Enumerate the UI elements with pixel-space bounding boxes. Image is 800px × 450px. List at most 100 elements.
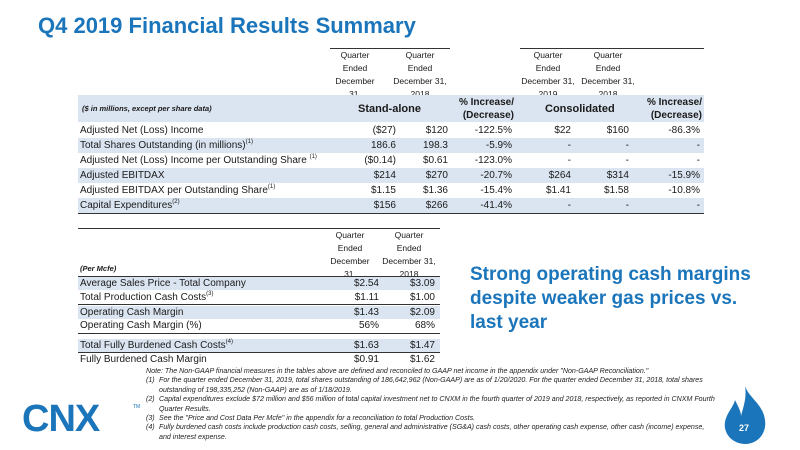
cell: $1.58 [603, 185, 629, 196]
cell: $0.91 [353, 354, 379, 365]
row-label: Average Sales Price - Total Company [80, 278, 246, 289]
cell: -86.3% [668, 125, 700, 136]
table-top-rule [78, 228, 440, 229]
cell: - [625, 200, 629, 211]
cell: $0.61 [422, 155, 448, 166]
col-header-consolidated-2019: Quarter Ended December 31, 2019 [521, 50, 575, 99]
cell: $314 [606, 170, 629, 181]
cell: $1.43 [353, 307, 379, 318]
cell: $1.15 [370, 185, 396, 196]
table-row: Fully Burdened Cash Margin $0.91 $1.62 [78, 353, 440, 366]
cell: $214 [373, 170, 396, 181]
cell: -10.8% [668, 185, 700, 196]
trademark-mark: TM [133, 404, 141, 410]
flame-icon [724, 386, 766, 444]
cell: 68% [414, 320, 435, 331]
cell: $1.47 [409, 340, 435, 351]
row-label: Adjusted Net (Loss) Income per Outstandi… [80, 154, 317, 166]
cell: $120 [425, 125, 448, 136]
row-label: Total Shares Outstanding (in millions)(1… [80, 139, 253, 151]
table-header-band [78, 95, 704, 122]
row-label: Total Production Cash Costs(3) [80, 291, 214, 303]
pct-change-header-2: % Increase/(Decrease) [646, 97, 702, 121]
header-rule [78, 276, 440, 277]
cell: -41.4% [480, 200, 512, 211]
cell: -15.9% [668, 170, 700, 181]
pct-change-header-1: % Increase/(Decrease) [458, 97, 514, 121]
cell: ($0.14) [364, 155, 396, 166]
header-divider [520, 48, 704, 49]
cell: $2.09 [409, 307, 435, 318]
footnote: (3) See the "Price and Cost Data Per Mcfe… [146, 414, 476, 423]
cell: - [696, 155, 700, 166]
cell: $1.11 [354, 292, 379, 303]
cell: - [567, 155, 571, 166]
cell: $156 [373, 200, 396, 211]
row-rule [78, 333, 440, 334]
cell: $1.00 [409, 292, 435, 303]
table-row: Adjusted EBITDAX per Outstanding Share(1… [78, 183, 704, 198]
cell: $2.54 [353, 278, 379, 289]
cell: - [625, 140, 629, 151]
footnote: Note: The Non-GAAP financial measures in… [146, 367, 649, 375]
row-label: Adjusted Net (Loss) Income [80, 125, 204, 136]
col-header-standalone-2018: Quarter Ended December 31, 2018 [393, 50, 447, 99]
cell: 56% [358, 320, 379, 331]
cell: 186.6 [370, 140, 396, 151]
cell: - [696, 200, 700, 211]
table-row: Total Shares Outstanding (in millions)(1… [78, 138, 704, 153]
units-note: (Per Mcfe) [80, 264, 117, 273]
col-header-consolidated-2018: Quarter Ended December 31, 2018 [581, 50, 635, 99]
table-row: Adjusted EBITDAX $214 $270 -20.7% $264 $… [78, 168, 704, 183]
table-row: Average Sales Price - Total Company $2.5… [78, 277, 440, 290]
table-row: Adjusted Net (Loss) Income per Outstandi… [78, 153, 704, 168]
cell: -122.5% [474, 125, 512, 136]
row-label: Fully Burdened Cash Margin [80, 354, 207, 365]
cell: ($27) [372, 125, 396, 136]
standalone-header: Stand-alone [358, 103, 421, 115]
footnotes: Note: The Non-GAAP financial measures in… [146, 367, 716, 442]
cell: $266 [425, 200, 448, 211]
page-number: 27 [738, 423, 749, 433]
row-rule [78, 352, 440, 353]
table-row: Operating Cash Margin $1.43 $2.09 [78, 306, 440, 319]
cell: $3.09 [409, 278, 435, 289]
table-row: Adjusted Net (Loss) Income ($27) $120 -1… [78, 123, 704, 138]
cell: $264 [548, 170, 571, 181]
page-title: Q4 2019 Financial Results Summary [38, 13, 416, 38]
row-label: Total Fully Burdened Cash Costs(4) [80, 339, 233, 351]
cell: $1.62 [409, 354, 435, 365]
cell: $1.41 [545, 185, 571, 196]
units-note: ($ in millions, except per share data) [82, 104, 212, 113]
cell: - [696, 140, 700, 151]
cell: -123.0% [474, 155, 512, 166]
row-label: Operating Cash Margin (%) [80, 320, 202, 331]
col-header-2018: Quarter Ended December 31, 2018 [382, 230, 436, 279]
cnx-logo: CNX [22, 398, 100, 440]
row-label: Adjusted EBITDAX [80, 170, 165, 181]
cell: - [567, 140, 571, 151]
table-bottom-rule [78, 213, 704, 214]
callout-text: Strong operating cash margins despite we… [470, 264, 751, 333]
table-row: Capital Expenditures(2) $156 $266 -41.4%… [78, 198, 704, 213]
table-row: Total Fully Burdened Cash Costs(4) $1.63… [78, 339, 440, 352]
cell: $1.36 [422, 185, 448, 196]
cell: $160 [606, 125, 629, 136]
row-rule [78, 304, 440, 305]
cell: $22 [554, 125, 571, 136]
row-label: Adjusted EBITDAX per Outstanding Share(1… [80, 184, 276, 196]
cell: 198.3 [422, 140, 448, 151]
cell: -20.7% [480, 170, 512, 181]
footnote: (2) Capital expenditures exclude $72 mill… [146, 395, 715, 413]
cell: $270 [425, 170, 448, 181]
cell: $1.63 [353, 340, 379, 351]
footnote: (1) For the quarter ended December 31, 20… [146, 376, 703, 394]
table-row: Operating Cash Margin (%) 56% 68% [78, 319, 440, 332]
table-row: Total Production Cash Costs(3) $1.11 $1.… [78, 291, 440, 304]
cell: -15.4% [480, 185, 512, 196]
row-label: Capital Expenditures(2) [80, 199, 180, 211]
cell: - [567, 200, 571, 211]
cell: - [625, 155, 629, 166]
footnote: (4) Fully burdened cash costs include pro… [146, 423, 705, 441]
header-divider [330, 48, 450, 49]
